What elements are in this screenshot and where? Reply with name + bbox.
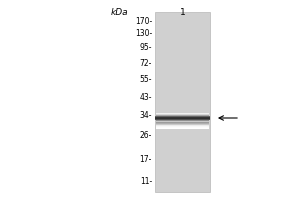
Bar (155, 116, 209, 117)
Bar (156, 122, 209, 123)
Bar (156, 122, 209, 123)
Text: 43-: 43- (140, 92, 152, 102)
Text: 95-: 95- (140, 44, 152, 52)
Text: 26-: 26- (140, 132, 152, 140)
Bar (157, 113, 208, 114)
Bar (156, 123, 209, 124)
Bar (156, 114, 209, 115)
Text: 55-: 55- (140, 75, 152, 84)
Bar (156, 124, 209, 125)
Bar (156, 125, 209, 126)
Text: 72-: 72- (140, 58, 152, 68)
Bar (156, 113, 208, 114)
Text: 170-: 170- (135, 18, 152, 26)
Bar (156, 115, 209, 116)
Text: 1: 1 (180, 8, 185, 17)
Text: 34-: 34- (140, 112, 152, 120)
Bar (155, 117, 210, 118)
Text: 130-: 130- (135, 28, 152, 38)
Bar (156, 128, 209, 129)
Bar (156, 114, 209, 115)
Bar (155, 119, 210, 120)
Bar (156, 127, 209, 128)
Bar (156, 126, 209, 127)
Bar (156, 115, 209, 116)
Bar (156, 125, 209, 126)
Bar (156, 120, 209, 121)
Bar (156, 122, 209, 123)
Text: 17-: 17- (140, 156, 152, 164)
Bar (156, 121, 209, 122)
Bar (156, 116, 209, 117)
Bar (155, 117, 210, 118)
Bar (155, 12, 210, 192)
Text: kDa: kDa (110, 8, 128, 17)
Bar (155, 118, 210, 119)
Text: 11-: 11- (140, 176, 152, 186)
